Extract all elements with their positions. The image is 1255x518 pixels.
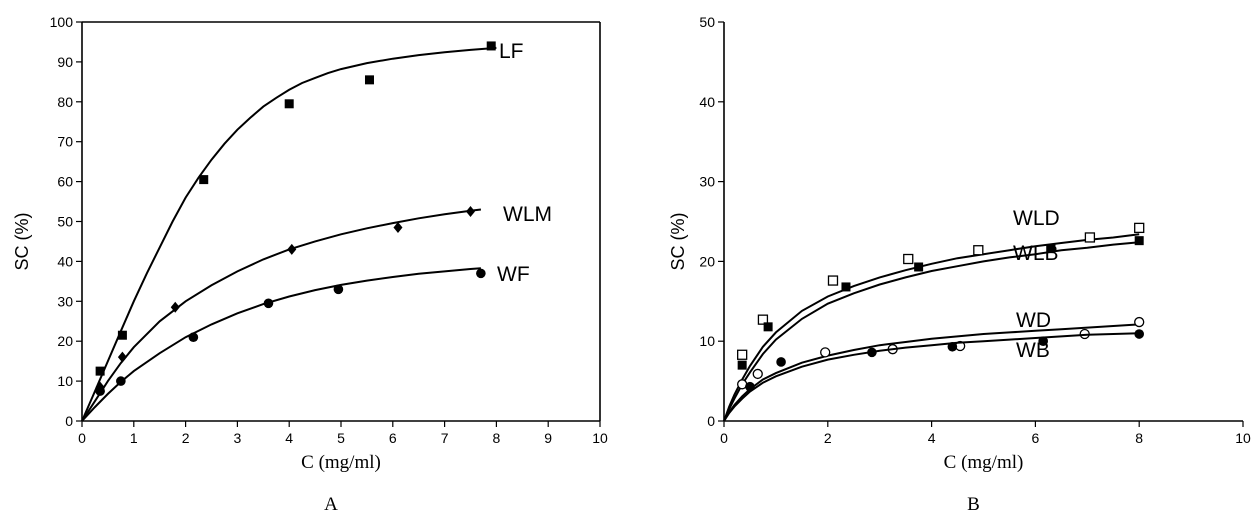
panel-b-x-axis-title: C (mg/ml) bbox=[944, 452, 1024, 473]
series-wld-point bbox=[1084, 232, 1096, 243]
series-wlm-point bbox=[393, 221, 403, 233]
series-wlm-label: WLM bbox=[503, 203, 552, 226]
panel-b-y-tick-label: 0 bbox=[707, 413, 715, 429]
panel-a-y-tick-label: 90 bbox=[57, 54, 73, 70]
series-wd-point bbox=[1134, 316, 1145, 328]
panel-a-y-tick-label: 0 bbox=[65, 413, 73, 429]
series-lf-fit-curve bbox=[81, 46, 497, 422]
panel-b-label: B bbox=[967, 494, 980, 515]
series-wf-point bbox=[116, 376, 126, 386]
series-lf-label: LF bbox=[499, 40, 524, 63]
panel-a-x-tick-label: 2 bbox=[182, 430, 190, 446]
series-wb-label: WB bbox=[1016, 339, 1050, 362]
panel-a-x-tick-label: 7 bbox=[441, 430, 449, 446]
series-wlb-point bbox=[841, 282, 851, 292]
series-wlb-point bbox=[763, 322, 773, 332]
panel-b-chart: 0 2 4 6 8 10 0 10 20 30 40 50 C (mg/ml) SC (%) B WLD WLB… bbox=[668, 14, 1251, 515]
panel-a-x-tick-label: 4 bbox=[285, 430, 293, 446]
series-lf-point bbox=[199, 175, 209, 185]
series-wld-point bbox=[757, 314, 769, 325]
panel-a-x-tick-label: 5 bbox=[337, 430, 345, 446]
series-wlb-point bbox=[914, 262, 924, 272]
series-wb-fit-curve bbox=[723, 332, 1140, 422]
series-wld-label: WLD bbox=[1013, 207, 1060, 230]
panel-b-y-tick-label: 30 bbox=[699, 174, 715, 190]
series-wb-point bbox=[947, 341, 958, 352]
series-lf-point bbox=[364, 75, 374, 85]
series-wld-point bbox=[903, 253, 914, 265]
panel-b-y-tick-label: 40 bbox=[699, 94, 715, 110]
series-lf-point bbox=[284, 99, 294, 109]
series-wf-fit-curve bbox=[81, 267, 481, 422]
panel-b-y-tick-label: 50 bbox=[699, 14, 715, 30]
series-wd-label: WD bbox=[1016, 309, 1051, 332]
panel-b-x-tick-label: 6 bbox=[1032, 430, 1040, 446]
panel-a-x-tick-label: 10 bbox=[592, 430, 608, 446]
series-wb-point bbox=[1038, 336, 1048, 347]
series-wlb-point bbox=[1046, 244, 1056, 254]
panel-a-y-tick-label: 70 bbox=[57, 134, 73, 150]
series-wb-point bbox=[776, 357, 786, 367]
series-wlb-label: WLB bbox=[1013, 242, 1059, 265]
panel-a-y-tick-label: 100 bbox=[50, 14, 74, 30]
panel-a-y-tick-label: 30 bbox=[57, 293, 73, 309]
panel-a-x-tick-label: 8 bbox=[493, 430, 501, 446]
series-wd-fit-curve bbox=[723, 323, 1140, 422]
panel-b-x-tick-label: 2 bbox=[824, 430, 832, 446]
series-wlm-fit-curve bbox=[81, 208, 482, 422]
panel-b-y-axis-title: SC (%) bbox=[668, 213, 688, 271]
series-wlm-point bbox=[287, 243, 297, 255]
series-wf-point bbox=[263, 298, 274, 309]
series-wld-fit-curve bbox=[723, 233, 1140, 422]
series-wlb-fit-curve bbox=[723, 241, 1140, 422]
series-wb-point bbox=[1134, 329, 1144, 339]
panel-b-x-tick-label: 0 bbox=[720, 430, 728, 446]
panel-a-x-tick-label: 9 bbox=[544, 430, 552, 446]
panel-a-y-tick-label: 10 bbox=[57, 373, 73, 389]
series-wd-point bbox=[752, 368, 763, 380]
panel-a-y-tick-label: 50 bbox=[57, 214, 73, 230]
panel-a-x-tick-label: 3 bbox=[234, 430, 242, 446]
series-wld-point bbox=[1134, 222, 1145, 234]
series-lf-point bbox=[95, 366, 105, 376]
panel-a-label: A bbox=[324, 494, 338, 515]
series-wlm-point bbox=[170, 301, 180, 313]
series-wf-point bbox=[333, 284, 344, 295]
series-wlb-point bbox=[1134, 236, 1144, 246]
series-wb-point bbox=[745, 381, 755, 392]
series-lf-point bbox=[117, 330, 127, 340]
panel-b-y-tick-label: 20 bbox=[699, 253, 715, 269]
panel-a-y-tick-label: 40 bbox=[57, 253, 73, 269]
series-wd-point bbox=[820, 347, 831, 358]
panel-a-y-tick-label: 80 bbox=[57, 94, 73, 110]
series-lf-point bbox=[486, 41, 496, 51]
series-wld-point bbox=[827, 275, 839, 286]
panel-b-x-tick-label: 8 bbox=[1135, 430, 1143, 446]
series-wb-point bbox=[867, 347, 877, 358]
series-wlm-point bbox=[117, 351, 127, 363]
series-wld-point bbox=[973, 245, 984, 256]
panel-a-x-tick-label: 0 bbox=[78, 430, 86, 446]
series-wf-point bbox=[188, 332, 199, 343]
series-wlb-point bbox=[737, 360, 747, 370]
panel-a-y-tick-label: 20 bbox=[57, 333, 73, 349]
panel-b-y-tick-label: 10 bbox=[699, 333, 715, 349]
series-wld-point bbox=[737, 349, 748, 360]
series-wf-point bbox=[476, 268, 486, 279]
panel-a-x-axis-title: C (mg/ml) bbox=[301, 452, 381, 473]
panel-a-y-axis-title: SC (%) bbox=[12, 213, 32, 271]
panel-a-x-tick-label: 1 bbox=[130, 430, 138, 446]
series-wf-point bbox=[95, 386, 105, 396]
panel-a-x-tick-label: 6 bbox=[389, 430, 397, 446]
series-wf-label: WF bbox=[497, 263, 530, 286]
panel-b-x-tick-label: 10 bbox=[1235, 430, 1251, 446]
series-wlm-point bbox=[466, 206, 475, 218]
panel-b-x-tick-label: 4 bbox=[928, 430, 936, 446]
panel-a-y-tick-label: 60 bbox=[57, 174, 73, 190]
